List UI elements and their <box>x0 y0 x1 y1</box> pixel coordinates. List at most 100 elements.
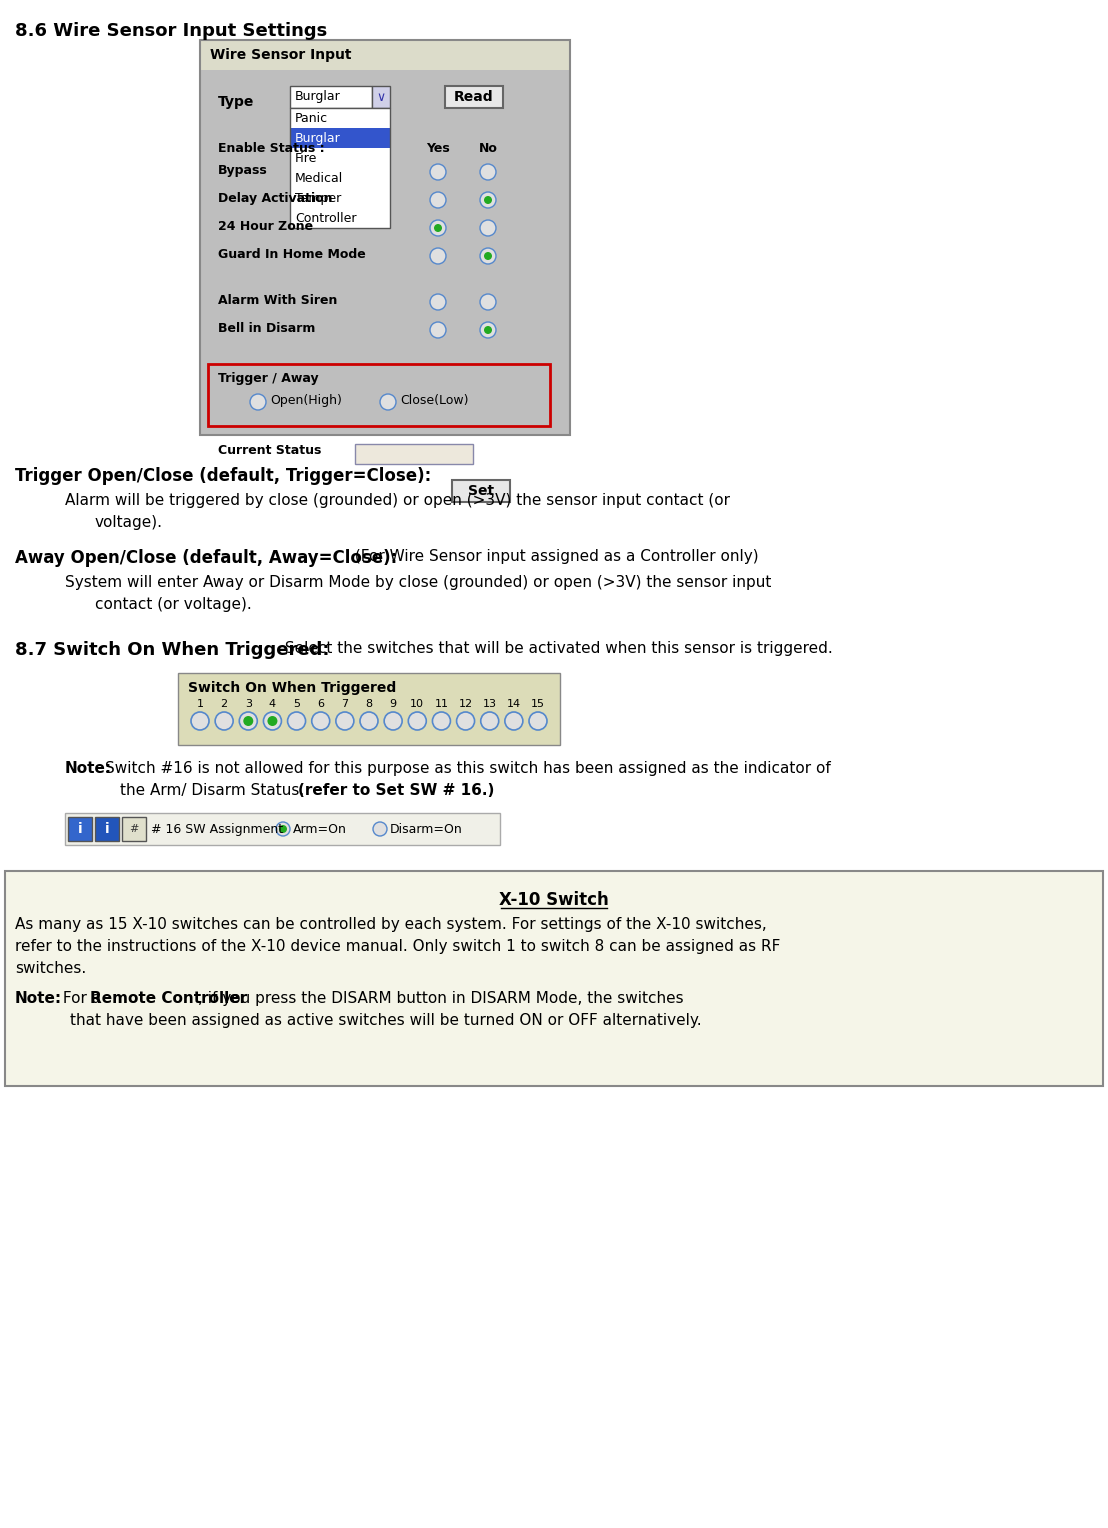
Bar <box>178 672 560 746</box>
Circle shape <box>430 322 447 338</box>
Text: Burglar: Burglar <box>295 131 341 145</box>
Text: Current Status: Current Status <box>218 445 321 457</box>
Text: Type: Type <box>218 95 255 108</box>
Text: contact (or voltage).: contact (or voltage). <box>95 597 252 613</box>
Circle shape <box>480 293 496 310</box>
Text: Yes: Yes <box>427 142 450 154</box>
Circle shape <box>432 712 451 730</box>
Circle shape <box>264 712 281 730</box>
Circle shape <box>430 163 447 180</box>
Circle shape <box>430 293 447 310</box>
Text: Trigger Open/Close (default, Trigger=Close):: Trigger Open/Close (default, Trigger=Clo… <box>16 468 431 484</box>
Circle shape <box>484 252 492 260</box>
Text: 10: 10 <box>410 698 424 709</box>
Text: 15: 15 <box>531 698 545 709</box>
Text: Switch On When Triggered: Switch On When Triggered <box>188 681 397 695</box>
Circle shape <box>276 822 290 836</box>
Text: Controller: Controller <box>295 212 357 225</box>
Text: 24 Hour Zone: 24 Hour Zone <box>218 220 314 232</box>
Text: Delay Activation: Delay Activation <box>218 193 332 205</box>
Bar <box>290 148 390 168</box>
Text: Open(High): Open(High) <box>270 394 342 406</box>
Text: Remote Controller: Remote Controller <box>90 992 247 1005</box>
Bar <box>290 86 372 108</box>
Circle shape <box>481 712 499 730</box>
Circle shape <box>215 712 233 730</box>
Text: 1: 1 <box>196 698 204 709</box>
Bar <box>372 86 390 108</box>
Bar <box>290 188 390 208</box>
Circle shape <box>336 712 353 730</box>
Text: , if you press the DISARM button in DISARM Mode, the switches: , if you press the DISARM button in DISA… <box>198 992 684 1005</box>
Circle shape <box>380 394 396 410</box>
Text: 7: 7 <box>341 698 348 709</box>
Text: 8.6 Wire Sensor Input Settings: 8.6 Wire Sensor Input Settings <box>16 21 327 40</box>
Bar <box>290 108 390 128</box>
Text: As many as 15 X-10 switches can be controlled by each system. For settings of th: As many as 15 X-10 switches can be contr… <box>16 917 767 932</box>
Text: i: i <box>104 822 110 836</box>
Circle shape <box>480 322 496 338</box>
Circle shape <box>505 712 523 730</box>
Text: 8: 8 <box>366 698 372 709</box>
Text: refer to the instructions of the X-10 device manual. Only switch 1 to switch 8 c: refer to the instructions of the X-10 de… <box>16 940 780 953</box>
Text: Medical: Medical <box>295 173 343 185</box>
Bar <box>290 208 390 228</box>
Bar <box>122 817 146 840</box>
Bar <box>6 871 1102 1086</box>
Text: Enable Status :: Enable Status : <box>218 142 325 154</box>
Text: that have been assigned as active switches will be turned ON or OFF alternativel: that have been assigned as active switch… <box>70 1013 701 1028</box>
Text: Arm=On: Arm=On <box>293 822 347 836</box>
Text: Wire Sensor Input: Wire Sensor Input <box>211 47 351 63</box>
Text: 5: 5 <box>294 698 300 709</box>
Text: System will enter Away or Disarm Mode by close (grounded) or open (>3V) the sens: System will enter Away or Disarm Mode by… <box>65 575 771 590</box>
Text: # 16 SW Assignment: # 16 SW Assignment <box>151 822 284 836</box>
Bar <box>445 86 503 108</box>
Bar <box>290 108 390 228</box>
Text: For a: For a <box>58 992 106 1005</box>
Text: 6: 6 <box>317 698 325 709</box>
Text: the Arm/ Disarm Status.: the Arm/ Disarm Status. <box>120 782 309 798</box>
Text: 9: 9 <box>390 698 397 709</box>
Circle shape <box>384 712 402 730</box>
Text: 3: 3 <box>245 698 252 709</box>
Circle shape <box>480 248 496 264</box>
Text: Fire: Fire <box>295 151 317 165</box>
Text: Set: Set <box>468 484 494 498</box>
Bar <box>290 128 390 148</box>
Text: Read: Read <box>454 90 494 104</box>
Circle shape <box>244 717 254 726</box>
Text: 11: 11 <box>434 698 449 709</box>
Text: Tamper: Tamper <box>295 193 341 205</box>
Text: ∨: ∨ <box>377 90 386 104</box>
Text: Trigger / Away: Trigger / Away <box>218 371 319 385</box>
Text: Away Open/Close (default, Away=Close):: Away Open/Close (default, Away=Close): <box>16 549 398 567</box>
Circle shape <box>480 193 496 208</box>
Bar <box>452 480 510 503</box>
Circle shape <box>430 248 447 264</box>
Text: 14: 14 <box>506 698 521 709</box>
Text: 12: 12 <box>459 698 473 709</box>
Text: X-10 Switch: X-10 Switch <box>499 891 609 909</box>
Circle shape <box>480 163 496 180</box>
Bar <box>65 813 500 845</box>
Text: Guard In Home Mode: Guard In Home Mode <box>218 248 366 261</box>
Text: Note:: Note: <box>65 761 112 776</box>
Circle shape <box>311 712 330 730</box>
Text: No: No <box>479 142 497 154</box>
Text: voltage).: voltage). <box>95 515 163 530</box>
Circle shape <box>239 712 257 730</box>
Circle shape <box>360 712 378 730</box>
Circle shape <box>191 712 209 730</box>
Text: (For Wire Sensor input assigned as a Controller only): (For Wire Sensor input assigned as a Con… <box>350 549 759 564</box>
Text: Switch #16 is not allowed for this purpose as this switch has been assigned as t: Switch #16 is not allowed for this purpo… <box>105 761 831 776</box>
Text: Note:: Note: <box>16 992 62 1005</box>
Text: (refer to Set SW # 16.): (refer to Set SW # 16.) <box>298 782 494 798</box>
Text: 2: 2 <box>220 698 228 709</box>
Circle shape <box>430 220 447 235</box>
Text: 13: 13 <box>483 698 496 709</box>
Circle shape <box>430 193 447 208</box>
Text: Alarm With Siren: Alarm With Siren <box>218 293 337 307</box>
Bar <box>355 445 473 465</box>
Text: Close(Low): Close(Low) <box>400 394 469 406</box>
Text: #: # <box>130 824 138 834</box>
